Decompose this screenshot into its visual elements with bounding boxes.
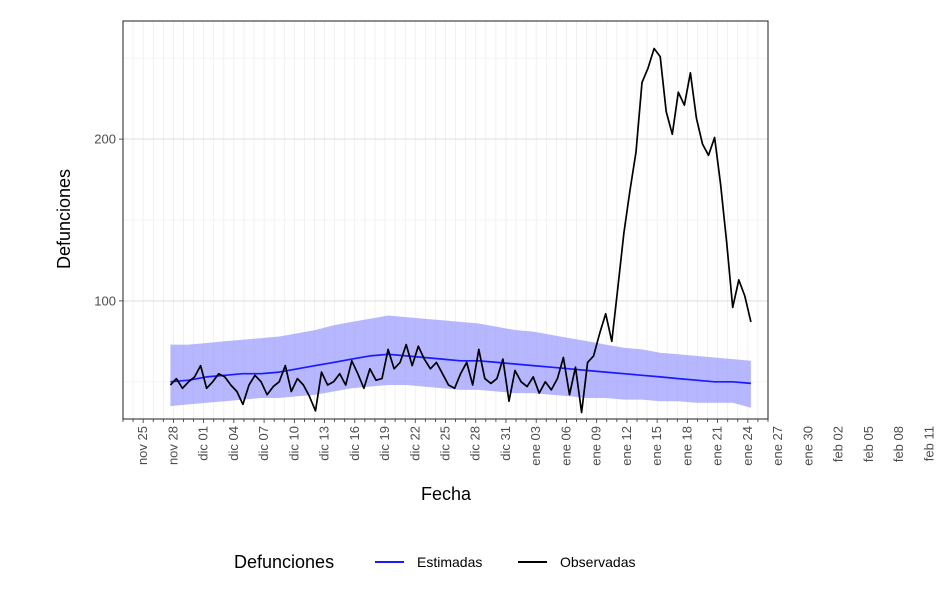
x-tick-label: dic 13: [317, 426, 332, 461]
x-tick-label: dic 25: [438, 426, 453, 461]
x-tick-label: feb 08: [891, 426, 906, 462]
legend-label-observadas: Observadas: [560, 554, 635, 570]
x-tick-label: ene 21: [710, 426, 725, 466]
x-tick-label: dic 04: [226, 426, 241, 461]
x-tick-label: dic 31: [498, 426, 513, 461]
x-tick-label: ene 06: [558, 426, 573, 466]
legend-label-estimadas: Estimadas: [417, 554, 482, 570]
x-tick-label: dic 01: [196, 426, 211, 461]
x-tick-label: nov 28: [165, 426, 180, 465]
x-tick-label: dic 28: [468, 426, 483, 461]
x-tick-label: dic 16: [347, 426, 362, 461]
x-axis-title: Fecha: [421, 484, 472, 504]
x-tick-label: dic 10: [286, 426, 301, 461]
x-tick-label: ene 12: [619, 426, 634, 466]
x-tick-label: ene 09: [589, 426, 604, 466]
y-axis-title: Defunciones: [54, 169, 74, 269]
y-tick-label: 200: [94, 132, 116, 147]
x-tick-label: nov 25: [135, 426, 150, 465]
series-lines: [169, 47, 752, 414]
x-tick-label: dic 19: [377, 426, 392, 461]
x-tick-label: dic 07: [256, 426, 271, 461]
x-tick-label: ene 03: [528, 426, 543, 466]
x-tick-label: ene 18: [679, 426, 694, 466]
y-tick-label: 100: [94, 293, 116, 308]
x-tick-label: dic 22: [407, 426, 422, 461]
x-tick-label: ene 15: [649, 426, 664, 466]
x-tick-label: feb 11: [921, 426, 936, 461]
legend: Defunciones Estimadas Observadas: [234, 552, 635, 572]
series-line-estimadas: [170, 353, 751, 385]
x-tick-label: feb 05: [861, 426, 876, 462]
x-axis: nov 25 nov 28 dic 01 dic 04 dic 07 dic 10 dic …: [122, 419, 936, 466]
x-tick-label: ene 24: [740, 426, 755, 466]
x-tick-label: ene 30: [800, 426, 815, 466]
x-tick-label: ene 27: [770, 426, 785, 466]
x-tick-label: feb 02: [831, 426, 846, 462]
y-axis: 100 200: [94, 132, 123, 308]
legend-title: Defunciones: [234, 552, 334, 572]
series-line-observadas: [169, 47, 752, 414]
